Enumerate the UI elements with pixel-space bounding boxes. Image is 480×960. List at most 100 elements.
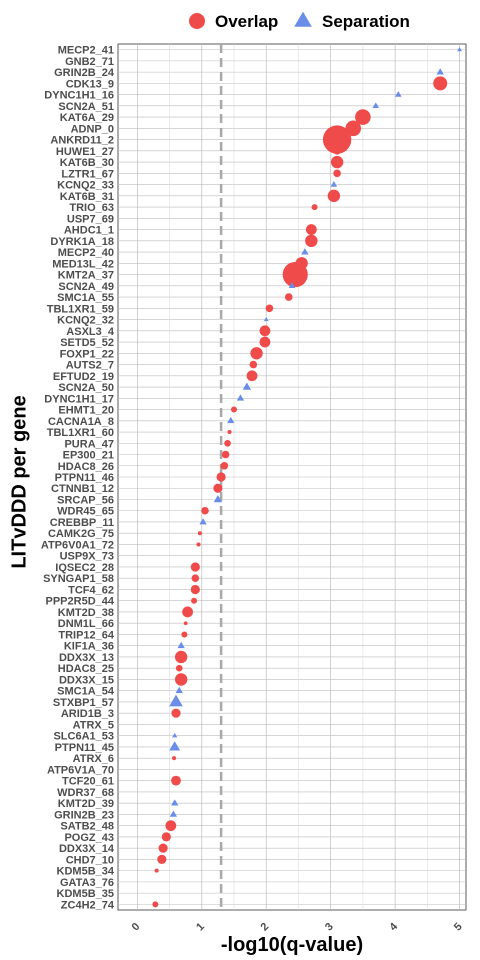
x-axis-title: -log10(q-value) [221,934,363,956]
x-tick-label: 3 [323,921,336,934]
y-tick-label: MECP2_41 [58,45,114,57]
data-point-hdac8-26 [220,461,229,470]
y-tick-label: MED13L_42 [52,258,114,270]
y-tick-label: CREBBP_11 [50,517,114,529]
data-point-atp6v0a1-72 [196,542,201,547]
data-point-ddx3x-15 [174,673,188,686]
data-point-satb2-48 [165,820,177,832]
data-point-kmt2d-39 [171,799,179,806]
y-tick-label: DYRK1A_18 [50,236,114,248]
data-point-kcnq2-33 [330,181,338,187]
data-point-dnm1l-66 [183,621,188,626]
y-tick-label: SCN2A_51 [58,101,114,113]
y-tick-label: AUTS2_7 [66,360,114,372]
data-point-iqsec2-28 [190,562,200,572]
y-tick-label: KCNQ2_32 [57,315,114,327]
data-point-adnp-0 [345,120,362,137]
data-point-tbl1xr1-60 [227,429,232,435]
data-point-hdac8-25 [175,664,183,672]
y-tick-label: TCF4_62 [68,584,114,596]
x-tick-label: 2 [259,921,272,934]
data-point-ahdc1-1 [305,224,317,235]
data-point-mecp2-40 [301,248,309,255]
legend-separation-label: Separation [322,12,410,31]
y-tick-label: KMT2A_37 [58,270,114,282]
y-tick-label: GRIN2B_24 [54,67,115,79]
y-tick-label: CDK13_9 [66,78,114,90]
x-tick-labels: 0 1 2 3 4 5 [130,920,465,933]
data-point-scn2a-49 [288,282,296,288]
data-point-scn2a-51 [372,102,380,109]
y-tick-label: PPP2R5D_44 [46,596,115,608]
y-tick-label: POGZ_43 [64,832,114,844]
data-point-grin2b-24 [436,68,444,75]
y-tick-label: KAT6B_30 [60,157,114,169]
y-tick-label: CAMK2G_75 [48,528,114,540]
data-point-dyrk1a-18 [305,234,318,248]
y-tick-label: SLC6A1_53 [53,731,114,743]
data-point-ptpn11-45 [169,741,181,751]
data-point-eftud2-19 [246,370,258,382]
y-tick-label: STXBP1_57 [53,697,114,709]
y-tick-label: ADNP_0 [71,123,114,135]
data-point-foxp1-22 [250,347,263,360]
data-point-srcap-56 [213,495,223,503]
y-tick-label: AHDC1_1 [64,225,114,237]
data-points [152,47,462,908]
y-tick-label: USP9X_73 [60,551,114,563]
y-tick-label: GRIN2B_23 [54,809,114,821]
data-point-kdm5b-34 [154,868,159,873]
y-tick-label: WDR37_68 [57,787,114,799]
y-tick-label: USP7_69 [67,213,114,225]
data-point-kmt2a-37 [282,261,308,288]
data-point-cacna1a-8 [227,416,235,424]
data-point-ankrd11-2 [322,125,352,154]
grid-lines [118,44,466,910]
y-tick-label: TBL1XR1_60 [47,427,114,439]
data-point-kat6b-31 [327,189,341,203]
legend-overlap-label: Overlap [215,12,278,31]
y-tick-label: DYNC1H1_16 [44,90,114,102]
data-point-scn2a-50 [242,382,252,390]
y-tick-label: ANKRD11_2 [50,135,114,147]
y-tick-label: ZC4H2_74 [61,899,115,911]
data-point-mecp2-41 [457,47,462,52]
data-point-tcf20-61 [171,775,181,786]
y-tick-label: DNM1L_66 [58,618,114,630]
y-tick-label: SCN2A_50 [58,382,114,394]
data-point-zc4h2-74 [152,901,159,908]
data-point-setd5-52 [259,336,271,348]
y-tick-label: HUWE1_27 [56,146,114,158]
legend: Overlap Separation [189,11,410,31]
y-tick-label: ATP6V0A1_72 [41,539,114,551]
y-tick-label: EP300_21 [63,450,114,462]
y-tick-label: HDAC8_25 [58,663,114,675]
y-axis-title: LITvDDD per gene [8,395,30,568]
y-tick-label: GNB2_71 [65,56,114,68]
data-point-lztr1-67 [333,169,341,178]
data-point-arid1b-3 [171,708,181,718]
y-tick-label: KAT6B_31 [60,191,114,203]
y-tick-label: SMC1A_54 [57,686,115,698]
y-tick-label: SETD5_52 [60,337,114,349]
data-point-trip12-64 [181,631,188,638]
legend-separation-marker [294,11,312,27]
data-point-ddx3x-13 [174,650,188,664]
y-tick-label: CHD7_10 [66,854,114,866]
y-tick-label: SCN2A_49 [58,281,114,293]
data-point-ehmt1-20 [231,406,237,413]
y-tick-label: TRIO_63 [69,202,114,214]
data-point-camk2g-75 [197,531,202,536]
y-tick-label: EFTUD2_19 [53,371,114,383]
y-tick-label: MECP2_40 [58,247,114,259]
y-tick-label: EHMT1_20 [58,405,114,417]
y-tick-label: TCF20_61 [62,776,114,788]
data-point-kat6b-30 [330,155,344,169]
y-tick-label: SMC1A_55 [57,292,114,304]
y-tick-label: TBL1XR1_59 [47,303,114,315]
data-point-smc1a-55 [284,293,293,301]
data-point-slc6a1-53 [172,732,178,738]
data-point-pura-47 [224,439,231,447]
y-tick-label: CTNNB1_12 [51,483,114,495]
